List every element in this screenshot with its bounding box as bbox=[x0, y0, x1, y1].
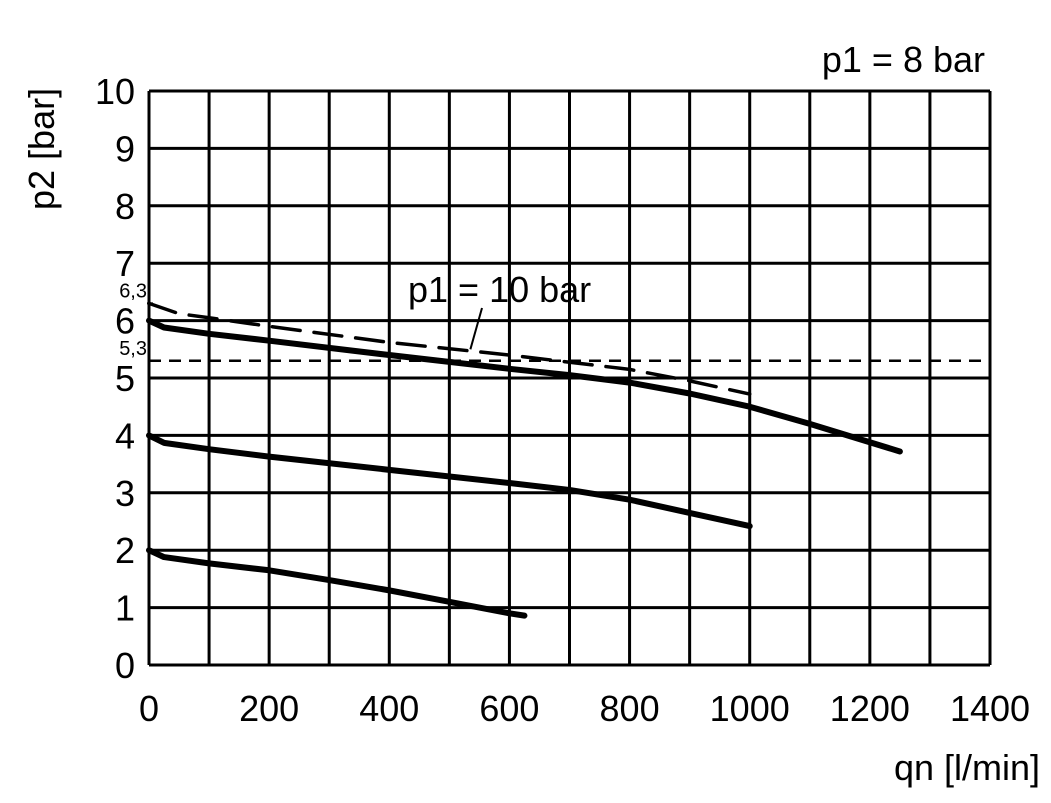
x-tick-label: 0 bbox=[139, 688, 159, 729]
y-tick-label: 2 bbox=[115, 530, 135, 571]
y-tick-label: 8 bbox=[115, 186, 135, 227]
series-line bbox=[146, 547, 528, 619]
x-tick-label: 200 bbox=[239, 688, 299, 729]
y-tick-label: 10 bbox=[95, 71, 135, 112]
x-tick-label: 600 bbox=[479, 688, 539, 729]
annotation-leader-line bbox=[469, 307, 483, 350]
x-tick-label: 1000 bbox=[710, 688, 790, 729]
y-tick-label: 6 bbox=[115, 301, 135, 342]
series-line-dashed bbox=[147, 301, 752, 396]
y-tick-label: 1 bbox=[115, 588, 135, 629]
y-tick-label: 4 bbox=[115, 415, 135, 456]
x-tick-label: 1200 bbox=[830, 688, 910, 729]
y-tick-label: 9 bbox=[115, 128, 135, 169]
x-tick-label: 800 bbox=[600, 688, 660, 729]
tick-labels: 0 200 400 600 800 1000 1200 1400 0 1 2 3 4 5 6 7 8 9 10 bbox=[95, 71, 1030, 729]
x-tick-label: 1400 bbox=[950, 688, 1030, 729]
y-tick-label: 7 bbox=[115, 243, 135, 284]
series-line bbox=[146, 432, 753, 530]
reference-label: 5,3 bbox=[119, 338, 147, 360]
x-axis-label: qn [l/min] bbox=[894, 747, 1040, 788]
reference-label: 6,3 bbox=[119, 280, 147, 302]
y-tick-label: 0 bbox=[115, 645, 135, 686]
grid bbox=[147, 89, 992, 667]
annotation-label: p1 = 10 bar bbox=[408, 269, 591, 310]
annotations: p1 = 10 bar bbox=[408, 269, 591, 350]
y-tick-label: 3 bbox=[115, 473, 135, 514]
y-tick-label: 5 bbox=[115, 358, 135, 399]
series-line bbox=[146, 317, 903, 455]
x-tick-label: 400 bbox=[359, 688, 419, 729]
y-axis-label: p2 [bar] bbox=[21, 88, 62, 210]
chart-title: p1 = 8 bar bbox=[822, 39, 985, 80]
series-group bbox=[146, 301, 903, 619]
